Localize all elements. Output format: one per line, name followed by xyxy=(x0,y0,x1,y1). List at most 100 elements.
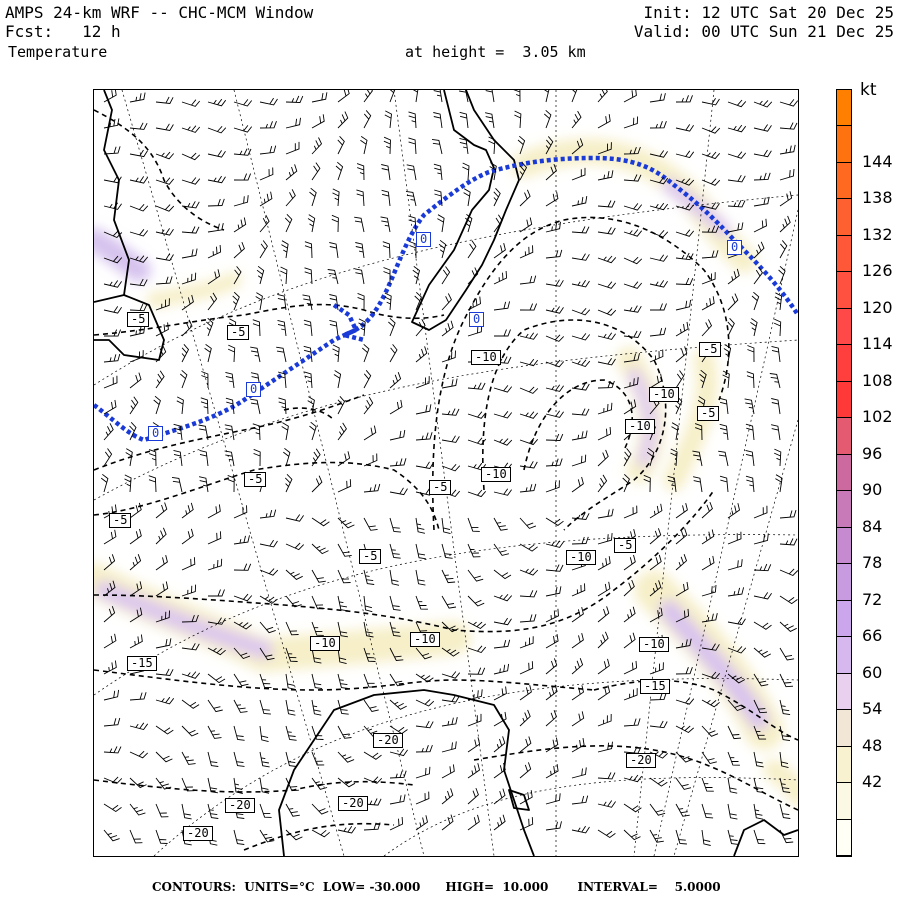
wind-barb xyxy=(545,710,558,727)
wind-barb xyxy=(675,95,693,103)
contour-label: -5 xyxy=(109,513,132,528)
wind-barb xyxy=(233,725,245,741)
wind-barb xyxy=(519,636,534,649)
wind-barb xyxy=(155,123,174,131)
wind-barb xyxy=(181,177,201,185)
wind-barb xyxy=(181,344,190,363)
wind-barb xyxy=(384,292,392,311)
wind-barb xyxy=(545,586,562,597)
wind-barb xyxy=(259,97,278,106)
wind-barb xyxy=(571,767,587,779)
wind-barb xyxy=(129,372,142,389)
wind-barb xyxy=(227,474,235,493)
wind-barb xyxy=(467,645,487,654)
wind-barb xyxy=(412,90,419,103)
wind-barb xyxy=(337,422,347,441)
wind-barb xyxy=(155,177,175,185)
wind-barb xyxy=(129,502,142,519)
wind-barb xyxy=(304,241,313,259)
wind-barb xyxy=(517,135,526,155)
wind-barb xyxy=(649,150,668,158)
wind-barb xyxy=(233,195,249,207)
wind-barb xyxy=(283,447,291,467)
wind-barb xyxy=(753,149,772,158)
wind-barb xyxy=(779,568,798,577)
wind-barb xyxy=(277,319,287,337)
wind-barb xyxy=(389,595,401,611)
wind-barb xyxy=(354,216,365,233)
wind-barb xyxy=(692,450,703,467)
wind-barb xyxy=(285,647,298,662)
colorbar-segment xyxy=(837,126,851,163)
wind-barb xyxy=(623,116,639,129)
wind-barb xyxy=(701,529,715,545)
wind-barb xyxy=(771,424,781,441)
wind-barb xyxy=(363,751,382,760)
wind-barb xyxy=(545,737,559,753)
wind-barb xyxy=(649,777,668,787)
colorbar-segment xyxy=(837,600,851,638)
wind-barb xyxy=(519,517,537,529)
wind-barb xyxy=(719,423,729,441)
wind-barb xyxy=(779,777,791,793)
wind-barb xyxy=(597,581,611,597)
wind-barb xyxy=(701,178,721,186)
wind-barb xyxy=(155,322,169,337)
wind-barb xyxy=(727,268,740,285)
wind-barb xyxy=(233,563,252,571)
wind-barb xyxy=(441,350,456,363)
wind-barb xyxy=(493,543,510,556)
wind-barb xyxy=(103,90,117,103)
wind-barb xyxy=(675,252,694,261)
wind-barb xyxy=(233,751,245,767)
wind-barb xyxy=(597,227,616,235)
wind-barb xyxy=(519,790,533,805)
wind-barb xyxy=(181,502,194,519)
wind-barb xyxy=(701,272,716,285)
wind-barb xyxy=(667,475,677,493)
wind-barb xyxy=(701,613,718,623)
contour-label: 0 xyxy=(246,382,262,397)
wind-barb xyxy=(571,383,590,391)
wind-barb xyxy=(649,121,667,129)
wind-barb xyxy=(181,751,196,765)
wind-barb xyxy=(181,643,200,651)
wind-barb xyxy=(753,241,765,259)
wind-barb xyxy=(571,307,591,316)
wind-barb xyxy=(389,569,400,586)
wind-barb xyxy=(285,829,303,841)
colorbar-segment xyxy=(837,819,851,856)
wind-barb xyxy=(701,501,713,519)
wind-barb xyxy=(467,569,484,582)
wind-barb xyxy=(545,458,563,467)
wind-barb xyxy=(233,266,242,285)
wind-barb xyxy=(467,763,481,779)
wind-barb xyxy=(623,718,641,727)
wind-barb xyxy=(519,736,532,753)
wind-barb xyxy=(779,191,793,207)
wind-barb xyxy=(545,684,558,701)
wind-barb xyxy=(363,776,383,784)
wind-barb xyxy=(255,292,263,311)
wind-barb xyxy=(441,814,454,831)
wind-barb xyxy=(571,110,582,129)
colorbar-tick-label: 54 xyxy=(862,699,883,719)
wind-barb xyxy=(467,324,483,337)
wind-barb xyxy=(389,429,406,441)
wind-barb xyxy=(311,621,324,636)
wind-barb xyxy=(597,508,614,519)
wind-barb xyxy=(129,255,149,263)
wind-barb xyxy=(701,126,721,134)
wind-barb xyxy=(103,580,116,597)
colorbar-tick-label: 144 xyxy=(862,151,893,171)
wind-barb xyxy=(779,829,794,844)
wind-barb xyxy=(467,411,487,419)
wind-barb xyxy=(519,543,538,552)
wind-barb xyxy=(281,422,289,441)
colorbar-tick-label: 66 xyxy=(862,626,883,646)
wind-barb xyxy=(438,239,447,259)
wind-barb xyxy=(259,621,276,634)
wind-barb xyxy=(233,125,253,133)
wind-barb xyxy=(519,437,539,446)
wind-barb xyxy=(493,617,512,626)
